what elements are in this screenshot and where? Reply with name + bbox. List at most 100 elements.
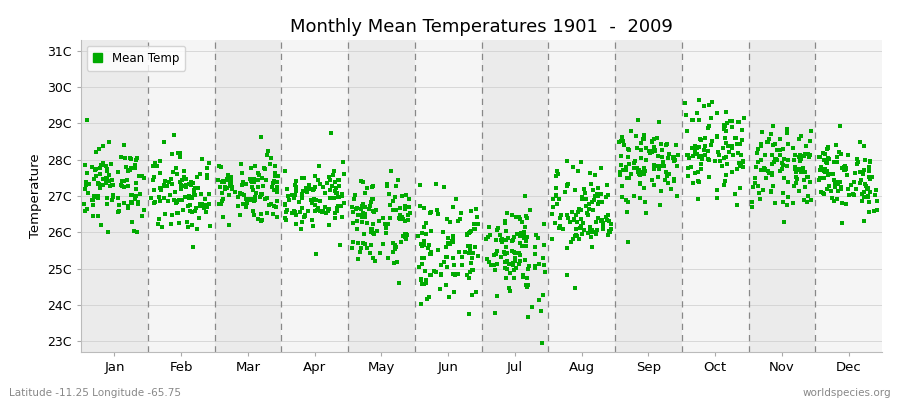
Point bbox=[753, 141, 768, 147]
Point bbox=[253, 192, 267, 198]
Point bbox=[537, 269, 552, 276]
Point bbox=[171, 196, 185, 203]
Point bbox=[737, 114, 751, 121]
Point bbox=[770, 147, 785, 153]
Point bbox=[579, 202, 593, 209]
Point bbox=[667, 154, 681, 160]
Point bbox=[688, 143, 702, 150]
Point bbox=[679, 100, 693, 106]
Point bbox=[267, 170, 282, 176]
Point bbox=[644, 177, 659, 183]
Point bbox=[834, 150, 849, 157]
Point bbox=[634, 147, 648, 154]
Point bbox=[403, 210, 418, 216]
Point bbox=[778, 175, 792, 181]
Point bbox=[582, 170, 597, 176]
Bar bbox=[148, 40, 214, 352]
Point bbox=[190, 173, 204, 180]
Point bbox=[94, 162, 108, 168]
Point bbox=[87, 193, 102, 200]
Point bbox=[710, 186, 724, 193]
Point bbox=[572, 236, 587, 242]
Point bbox=[862, 189, 877, 195]
Point bbox=[500, 250, 515, 256]
Point bbox=[494, 236, 508, 243]
Point bbox=[164, 176, 178, 182]
Point bbox=[560, 212, 574, 218]
Point bbox=[231, 194, 246, 200]
Point bbox=[250, 177, 265, 183]
Point bbox=[248, 162, 263, 169]
Point bbox=[604, 226, 618, 233]
Point bbox=[104, 160, 119, 167]
Point bbox=[621, 154, 635, 160]
Point bbox=[502, 270, 517, 276]
Point bbox=[507, 267, 521, 273]
Point bbox=[323, 195, 338, 201]
Point bbox=[720, 142, 734, 149]
Point bbox=[480, 256, 494, 262]
Point bbox=[584, 229, 598, 235]
Point bbox=[388, 244, 402, 250]
Point bbox=[529, 232, 544, 238]
Point bbox=[710, 133, 724, 140]
Point bbox=[322, 222, 337, 228]
Point bbox=[595, 217, 609, 224]
Point bbox=[230, 203, 245, 209]
Point bbox=[461, 243, 475, 250]
Point bbox=[792, 167, 806, 173]
Point bbox=[599, 216, 614, 223]
Point bbox=[698, 151, 712, 158]
Point bbox=[79, 206, 94, 213]
Point bbox=[857, 218, 871, 224]
Point bbox=[87, 175, 102, 182]
Point bbox=[185, 209, 200, 215]
Point bbox=[357, 204, 372, 211]
Point bbox=[831, 179, 845, 186]
Point bbox=[804, 128, 818, 134]
Point bbox=[786, 200, 800, 206]
Point bbox=[550, 201, 564, 207]
Point bbox=[329, 189, 344, 196]
Point bbox=[150, 221, 165, 227]
Point bbox=[124, 192, 139, 198]
Point bbox=[399, 236, 413, 242]
Point bbox=[257, 196, 272, 203]
Point bbox=[289, 211, 303, 218]
Point bbox=[379, 230, 393, 236]
Point bbox=[166, 168, 181, 175]
Point bbox=[254, 210, 268, 217]
Point bbox=[852, 169, 867, 176]
Point bbox=[188, 205, 202, 211]
Point bbox=[513, 257, 527, 264]
Point bbox=[314, 208, 328, 215]
Point bbox=[414, 241, 428, 247]
Point bbox=[839, 165, 853, 171]
Point bbox=[266, 211, 281, 217]
Point bbox=[780, 141, 795, 147]
Point bbox=[766, 183, 780, 190]
Point bbox=[719, 120, 733, 126]
Point bbox=[697, 146, 711, 153]
Point bbox=[309, 196, 323, 203]
Point bbox=[306, 223, 320, 230]
Bar bbox=[749, 40, 815, 352]
Point bbox=[152, 216, 166, 222]
Point bbox=[468, 244, 482, 250]
Point bbox=[829, 142, 843, 148]
Point bbox=[694, 137, 708, 144]
Point bbox=[102, 172, 116, 178]
Point bbox=[471, 221, 485, 227]
Point bbox=[680, 151, 695, 158]
Point bbox=[331, 194, 346, 200]
Point bbox=[243, 165, 257, 171]
Point bbox=[264, 155, 278, 162]
Point bbox=[829, 196, 843, 202]
Point bbox=[157, 183, 171, 190]
Point bbox=[387, 194, 401, 200]
Point bbox=[270, 179, 284, 186]
Point bbox=[286, 208, 301, 214]
Point bbox=[666, 154, 680, 160]
Point bbox=[691, 178, 706, 184]
Point bbox=[93, 184, 107, 191]
